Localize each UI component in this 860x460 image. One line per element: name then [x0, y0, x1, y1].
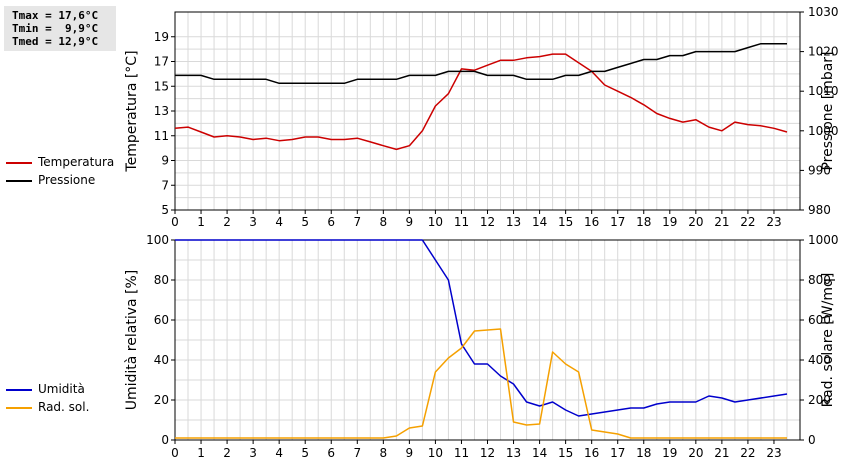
x-tick-label: 17: [610, 215, 625, 229]
x-tick-label: 12: [480, 215, 495, 229]
y2-axis-title: Pressione [mbar]: [820, 51, 836, 170]
x-tick-label: 8: [380, 446, 388, 460]
x-tick-label: 13: [506, 446, 521, 460]
y-tick-label: 80: [154, 273, 169, 287]
y-tick-label: 9: [161, 154, 169, 168]
x-tick-label: 21: [714, 215, 729, 229]
y-tick-label: 20: [154, 393, 169, 407]
y-tick-label: 7: [161, 178, 169, 192]
y-tick-label: 11: [154, 129, 169, 143]
y-tick-label: 0: [161, 433, 169, 447]
x-tick-label: 5: [301, 446, 309, 460]
stat-tmed: Tmed = 12,9°C: [12, 35, 99, 48]
x-tick-label: 5: [301, 215, 309, 229]
x-tick-label: 7: [353, 446, 361, 460]
y-tick-label: 19: [154, 30, 169, 44]
y2-tick-label: 1000: [808, 124, 839, 138]
x-tick-label: 16: [584, 215, 599, 229]
y2-tick-label: 1030: [808, 5, 839, 19]
y-tick-label: 100: [146, 233, 169, 247]
y2-tick-label: 800: [808, 273, 831, 287]
series-line-rad-sol: [175, 328, 787, 439]
y2-tick-label: 400: [808, 353, 831, 367]
humidity-radiation-chart: 0 1 2 3 4 5 6 7 8 9 10 11 12 13 14 15 16 17 18 19 20 21 22 2302…: [124, 233, 839, 460]
y2-tick-label: 1010: [808, 84, 839, 98]
y2-tick-label: 600: [808, 313, 831, 327]
series-line-temperatura: [174, 53, 788, 151]
x-tick-label: 16: [584, 446, 599, 460]
x-tick-label: 18: [636, 446, 651, 460]
x-tick-label: 0: [171, 215, 179, 229]
x-tick-label: 18: [636, 215, 651, 229]
x-tick-label: 6: [327, 446, 335, 460]
legend-label: Temperatura: [38, 155, 115, 169]
x-tick-label: 23: [766, 215, 781, 229]
x-tick-label: 7: [353, 215, 361, 229]
x-tick-label: 1: [197, 446, 205, 460]
legend-swatch: [6, 389, 32, 391]
x-tick-label: 14: [532, 446, 547, 460]
x-tick-label: 3: [249, 215, 257, 229]
x-tick-label: 23: [766, 446, 781, 460]
y2-tick-label: 1000: [808, 233, 839, 247]
y2-axis-title: Rad. solare [W/mq]: [820, 273, 836, 408]
y2-tick-label: 0: [808, 433, 816, 447]
stat-tmin: Tmin = 9,9°C: [12, 22, 99, 35]
stat-tmax: Tmax = 17,6°C: [12, 9, 99, 22]
y2-tick-label: 990: [808, 163, 831, 177]
x-tick-label: 11: [454, 446, 469, 460]
x-tick-label: 12: [480, 446, 495, 460]
x-tick-label: 8: [380, 215, 388, 229]
y-tick-label: 40: [154, 353, 169, 367]
legend-swatch: [6, 180, 32, 182]
stats-box: Tmax = 17,6°C Tmin = 9,9°C Tmed = 12,9°C: [4, 6, 116, 51]
x-tick-label: 22: [740, 215, 755, 229]
y2-tick-label: 200: [808, 393, 831, 407]
x-tick-label: 13: [506, 215, 521, 229]
x-tick-label: 0: [171, 446, 179, 460]
legend-label: Umidità: [38, 382, 85, 396]
x-tick-label: 11: [454, 215, 469, 229]
x-tick-label: 4: [275, 215, 283, 229]
x-tick-label: 15: [558, 446, 573, 460]
y2-tick-label: 1020: [808, 45, 839, 59]
y-tick-label: 5: [161, 203, 169, 217]
legend-swatch: [6, 162, 32, 164]
x-tick-label: 2: [223, 446, 231, 460]
x-tick-label: 9: [406, 446, 414, 460]
x-tick-label: 6: [327, 215, 335, 229]
x-tick-label: 3: [249, 446, 257, 460]
legend-label: Rad. sol.: [38, 400, 90, 414]
y-axis-title: Umidità relativa [%]: [124, 270, 140, 411]
x-tick-label: 10: [428, 446, 443, 460]
y-tick-label: 15: [154, 79, 169, 93]
y-axis-title: Temperatura [°C]: [124, 50, 140, 172]
x-tick-label: 9: [406, 215, 414, 229]
temperature-pressure-chart: 0 1 2 3 4 5 6 7 8 9 10 11 12 13 14 15 16 17 18 19 20 21 22 2357…: [124, 5, 839, 229]
x-tick-label: 19: [662, 215, 677, 229]
legend-label: Pressione: [38, 173, 96, 187]
x-tick-label: 10: [428, 215, 443, 229]
x-tick-label: 4: [275, 446, 283, 460]
x-tick-label: 20: [688, 215, 703, 229]
x-tick-label: 22: [740, 446, 755, 460]
x-tick-label: 21: [714, 446, 729, 460]
series-line-pressione: [175, 42, 787, 85]
x-tick-label: 1: [197, 215, 205, 229]
y-tick-label: 13: [154, 104, 169, 118]
x-tick-label: 19: [662, 446, 677, 460]
x-tick-label: 2: [223, 215, 231, 229]
x-tick-label: 17: [610, 446, 625, 460]
legend-swatch: [6, 407, 32, 409]
x-tick-label: 15: [558, 215, 573, 229]
y-tick-label: 17: [154, 55, 169, 69]
series-line-umidit: [175, 239, 788, 417]
y2-tick-label: 980: [808, 203, 831, 217]
x-tick-label: 14: [532, 215, 547, 229]
y-tick-label: 60: [154, 313, 169, 327]
x-tick-label: 20: [688, 446, 703, 460]
